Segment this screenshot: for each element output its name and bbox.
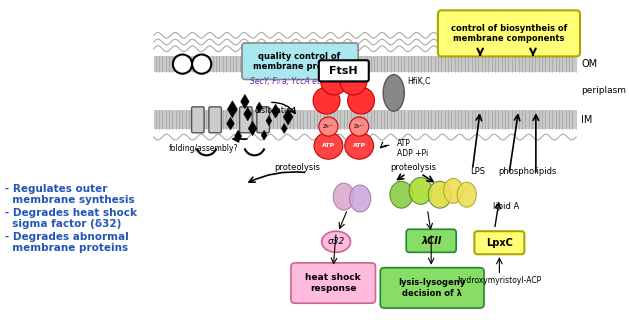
Polygon shape [153, 57, 576, 72]
Ellipse shape [390, 181, 413, 208]
Polygon shape [283, 109, 293, 125]
Ellipse shape [321, 231, 350, 252]
Polygon shape [243, 107, 252, 121]
Text: dislocation: dislocation [255, 106, 296, 115]
FancyBboxPatch shape [381, 268, 484, 308]
Text: IM: IM [581, 115, 593, 125]
Ellipse shape [443, 179, 463, 203]
FancyBboxPatch shape [438, 10, 580, 57]
Polygon shape [226, 117, 235, 130]
Text: membrane synthesis: membrane synthesis [5, 195, 135, 205]
Ellipse shape [428, 181, 452, 208]
FancyBboxPatch shape [291, 263, 376, 303]
Text: phospholipids: phospholipids [498, 167, 557, 176]
Text: σ32: σ32 [328, 237, 345, 246]
Polygon shape [240, 95, 249, 109]
Text: OM: OM [581, 59, 597, 69]
Polygon shape [153, 110, 576, 129]
Text: control of biosyntheis of
membrane components: control of biosyntheis of membrane compo… [451, 24, 567, 43]
Polygon shape [281, 123, 287, 133]
Ellipse shape [333, 183, 354, 210]
Text: FtsH: FtsH [330, 66, 358, 76]
Ellipse shape [383, 75, 404, 111]
Text: HfiK,C: HfiK,C [407, 77, 431, 86]
Text: sigma factor (δ32): sigma factor (δ32) [5, 219, 121, 229]
Text: ATP: ATP [397, 139, 411, 148]
Text: heat shock
response: heat shock response [306, 273, 361, 293]
Text: Zn²⁺: Zn²⁺ [353, 124, 365, 129]
Text: lipid A: lipid A [493, 202, 519, 211]
Text: hydroxymyristoyl-ACP: hydroxymyristoyl-ACP [457, 276, 542, 285]
Circle shape [350, 117, 369, 136]
Circle shape [319, 117, 338, 136]
Polygon shape [227, 101, 238, 118]
Text: λCII: λCII [421, 236, 442, 246]
Ellipse shape [173, 55, 192, 74]
Text: periplasm: periplasm [581, 87, 626, 95]
Text: - Degrades abnormal: - Degrades abnormal [5, 232, 128, 242]
Text: ATP: ATP [353, 143, 365, 148]
FancyBboxPatch shape [319, 60, 369, 81]
Text: lysis-lysogeny
decision of λ: lysis-lysogeny decision of λ [399, 278, 466, 298]
Ellipse shape [321, 68, 348, 95]
Polygon shape [266, 116, 272, 126]
Text: proteolysis: proteolysis [390, 163, 436, 172]
FancyBboxPatch shape [192, 107, 204, 133]
Ellipse shape [345, 132, 374, 159]
Ellipse shape [340, 68, 367, 95]
Text: LPS: LPS [470, 167, 485, 176]
Polygon shape [271, 104, 280, 118]
Polygon shape [256, 102, 262, 112]
Text: - Degrades heat shock: - Degrades heat shock [5, 208, 136, 218]
Text: quality control of
membrane proteins: quality control of membrane proteins [253, 52, 346, 71]
Ellipse shape [314, 132, 343, 159]
Ellipse shape [350, 185, 370, 212]
FancyBboxPatch shape [209, 107, 221, 133]
Ellipse shape [313, 87, 340, 114]
Text: membrane proteins: membrane proteins [5, 243, 128, 253]
FancyBboxPatch shape [406, 229, 456, 252]
Text: folding/assembly?: folding/assembly? [169, 144, 238, 153]
Polygon shape [261, 130, 267, 140]
Text: proteolysis: proteolysis [275, 163, 321, 172]
Ellipse shape [348, 87, 374, 114]
FancyBboxPatch shape [242, 43, 358, 79]
FancyBboxPatch shape [240, 107, 252, 133]
FancyBboxPatch shape [257, 107, 269, 133]
Text: Zn²⁺: Zn²⁺ [323, 124, 334, 129]
Ellipse shape [409, 178, 432, 204]
Text: ATP: ATP [322, 143, 335, 148]
Ellipse shape [192, 55, 211, 74]
Ellipse shape [457, 182, 476, 207]
Polygon shape [235, 130, 242, 142]
Text: LpxC: LpxC [486, 238, 513, 248]
Text: ADP +Pi: ADP +Pi [397, 149, 428, 158]
Text: SecY, F₀ a, YccA etc.: SecY, F₀ a, YccA etc. [250, 77, 326, 86]
FancyBboxPatch shape [474, 231, 525, 254]
Polygon shape [248, 121, 257, 136]
Text: - Regulates outer: - Regulates outer [5, 184, 107, 194]
